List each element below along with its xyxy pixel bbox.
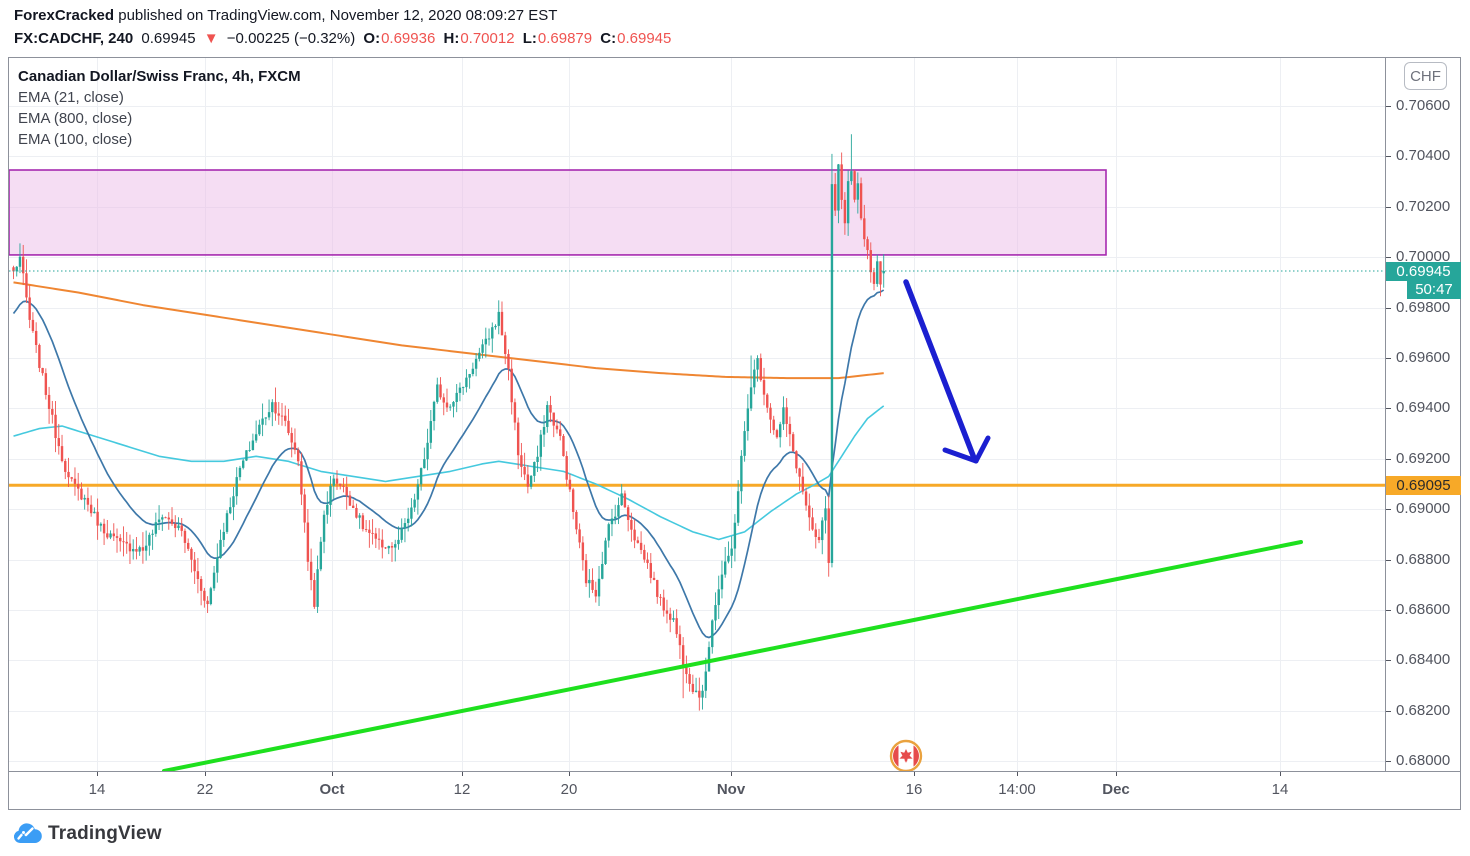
price-tick-label: 0.68800 (1396, 550, 1451, 568)
time-tick-label: 14 (88, 781, 106, 798)
low-value: 0.69879 (537, 30, 593, 47)
high-label: H: (443, 30, 460, 47)
resistance-zone-drawing[interactable] (9, 170, 1106, 255)
price-tick-dash (1386, 156, 1391, 157)
close-label: C: (600, 30, 617, 47)
brand-text: TradingView (48, 823, 162, 844)
price-tick-label: 0.70000 (1396, 248, 1451, 266)
price-tick-dash (1386, 257, 1391, 258)
price-tick-dash (1386, 610, 1391, 611)
price-tick-dash (1386, 711, 1391, 712)
symbol-label: FX:CADCHF, 240 (14, 30, 134, 47)
time-tick-dash (1017, 772, 1018, 776)
currency-badge: CHF (1404, 62, 1447, 90)
price-change: −0.00225 (−0.32%) (226, 30, 356, 47)
time-tick-label: 20 (560, 781, 578, 798)
chart-legend: Canadian Dollar/Swiss Franc, 4h, FXCM EM… (18, 66, 301, 150)
time-tick-label: Nov (716, 781, 746, 798)
time-tick-dash (1280, 772, 1281, 776)
time-axis[interactable]: 14 22 Oct 12 20 Nov 16 14:00 Dec 14 (9, 772, 1385, 810)
time-tick-dash (205, 772, 206, 776)
price-tick-label: 0.70400 (1396, 147, 1451, 165)
price-tick-label: 0.68000 (1396, 752, 1451, 770)
author-name: ForexCracked (14, 7, 115, 24)
price-tick-label: 0.69600 (1396, 349, 1451, 366)
indicator-ema800[interactable]: EMA (800, close) (18, 110, 133, 127)
price-tick-dash (1386, 207, 1391, 208)
open-label: O: (363, 30, 381, 47)
price-tick-label: 0.70200 (1396, 197, 1451, 215)
low-label: L: (522, 30, 537, 47)
price-tick-dash (1386, 408, 1391, 409)
publish-byline: ForexCracked published on TradingView.co… (14, 7, 557, 24)
time-tick-label: 14 (1271, 781, 1289, 798)
indicator-ema21[interactable]: EMA (21, close) (18, 89, 124, 106)
hline-price-badge: 0.69095 (1386, 475, 1461, 495)
time-tick-label: 16 (905, 781, 923, 798)
close-value: 0.69945 (617, 30, 672, 47)
last-price-badge: 0.69945 (1386, 261, 1461, 281)
time-tick-label: Dec (1102, 781, 1130, 798)
bar-countdown-badge: 50:47 (1407, 280, 1461, 299)
price-axis-separator (1385, 58, 1386, 771)
candlestick-chart-canvas[interactable] (9, 58, 1386, 772)
price-tick-label: 0.69200 (1396, 449, 1451, 467)
time-tick-dash (332, 772, 333, 776)
price-tick-label: 0.68200 (1396, 701, 1451, 719)
time-tick-label: Oct (319, 781, 345, 798)
time-tick-dash (1116, 772, 1117, 776)
price-tick-label: 0.69800 (1396, 298, 1451, 316)
price-tick-dash (1386, 308, 1391, 309)
time-axis-separator (9, 771, 1461, 772)
price-axis[interactable]: 0.70600 0.70400 0.70200 0.70000 0.69800 0.696… (1386, 58, 1461, 771)
price-tick-dash (1386, 560, 1391, 561)
time-tick-dash (731, 772, 732, 776)
price-tick-dash (1386, 509, 1391, 510)
last-price: 0.69945 (141, 30, 196, 47)
price-tick-label: 0.68600 (1396, 601, 1451, 618)
price-tick-label: 0.69400 (1396, 399, 1451, 417)
high-value: 0.70012 (460, 30, 515, 47)
symbol-status-row: FX:CADCHF, 240 0.69945 ▼ −0.00225 (−0.32… (14, 30, 675, 47)
down-triangle-icon: ▼ (203, 30, 219, 47)
price-tick-dash (1386, 660, 1391, 661)
open-value: 0.69936 (381, 30, 436, 47)
price-tick-label: 0.68400 (1396, 651, 1451, 669)
price-tick-dash (1386, 106, 1391, 107)
time-tick-dash (569, 772, 570, 776)
indicator-ema100[interactable]: EMA (100, close) (18, 131, 133, 148)
tradingview-cloud-icon (13, 823, 42, 843)
price-tick-label: 0.70600 (1396, 97, 1451, 114)
price-tick-label: 0.69000 (1396, 500, 1451, 518)
chart-title[interactable]: Canadian Dollar/Swiss Franc, 4h, FXCM (18, 68, 301, 85)
time-tick-dash (462, 772, 463, 776)
time-tick-dash (97, 772, 98, 776)
price-tick-dash (1386, 358, 1391, 359)
time-tick-dash (914, 772, 915, 776)
time-tick-label: 14:00 (998, 781, 1036, 798)
price-tick-dash (1386, 761, 1391, 762)
time-tick-label: 22 (196, 781, 214, 798)
time-tick-label: 12 (453, 781, 471, 798)
price-tick-dash (1386, 459, 1391, 460)
tradingview-logo[interactable]: TradingView (12, 819, 212, 849)
publish-info: published on TradingView.com, November 1… (114, 7, 558, 24)
